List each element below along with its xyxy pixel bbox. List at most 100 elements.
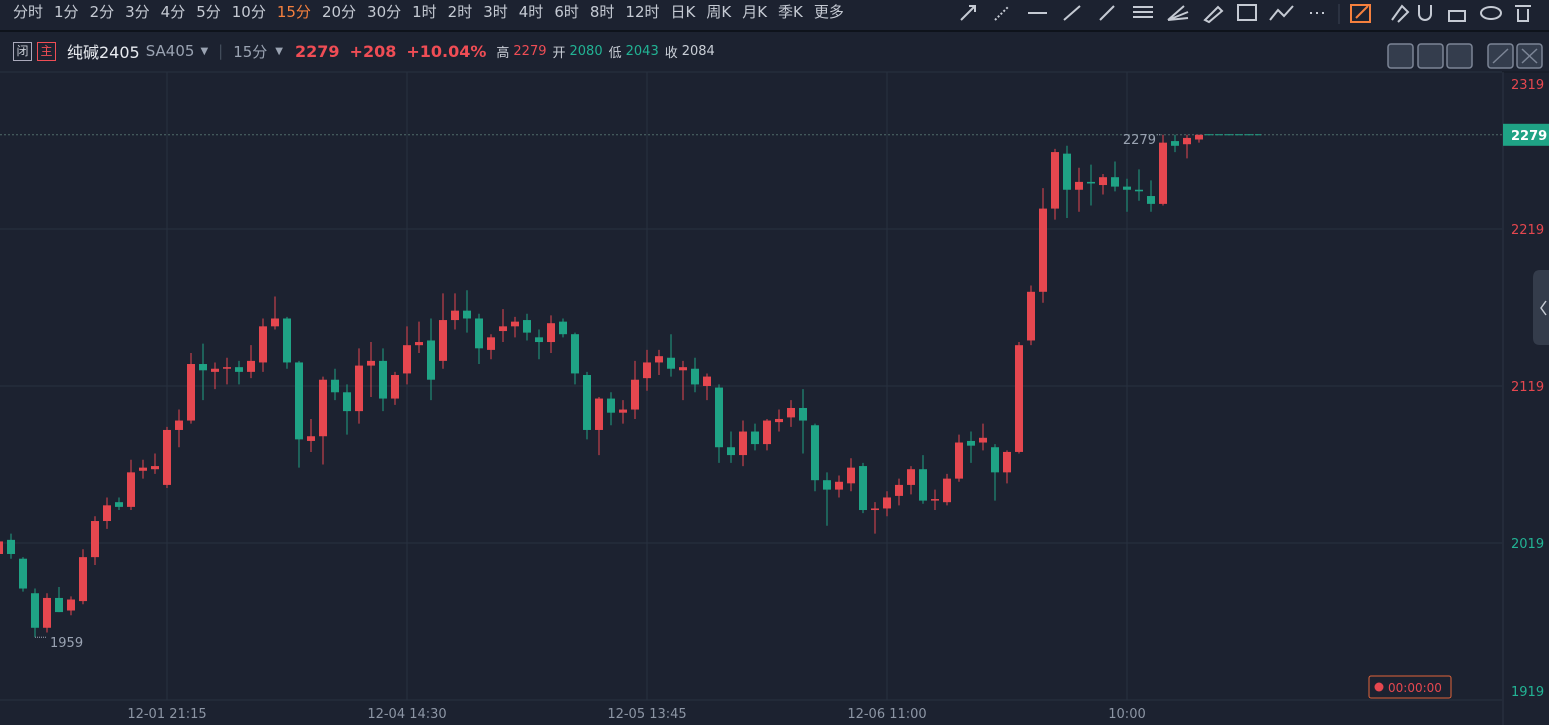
change-pct: +10.04% bbox=[406, 41, 487, 61]
candle-body bbox=[79, 557, 87, 602]
candle-body bbox=[283, 318, 291, 363]
candle-body bbox=[163, 429, 171, 485]
candle-body bbox=[1135, 189, 1143, 192]
symbol-name[interactable]: 纯碱2405 bbox=[67, 43, 140, 62]
period-button[interactable]: 分时 bbox=[13, 3, 44, 21]
symbol-header: 闭 主 纯碱2405 SA405 ▼ | 15分 ▼ 2279 +208 +10.… bbox=[13, 38, 715, 64]
candle-body bbox=[679, 367, 687, 371]
tool-icons bbox=[0, 4, 1549, 32]
candle-body bbox=[259, 326, 267, 363]
candle-body bbox=[223, 367, 231, 369]
period-button[interactable]: 8时 bbox=[589, 3, 615, 21]
y-tick-label: 2319 bbox=[1511, 78, 1544, 93]
change: +208 bbox=[349, 41, 397, 61]
candle-body bbox=[523, 320, 531, 333]
candle-body bbox=[715, 387, 723, 448]
period-button[interactable]: 4时 bbox=[518, 3, 544, 21]
candle-body bbox=[0, 541, 3, 554]
candle-body bbox=[295, 362, 303, 440]
candle-body bbox=[583, 375, 591, 430]
candle-body bbox=[451, 310, 459, 321]
period-button[interactable]: 4分 bbox=[160, 3, 186, 21]
candle-body bbox=[787, 407, 795, 418]
candle-body bbox=[1075, 181, 1083, 190]
candle-body bbox=[703, 376, 711, 386]
candle-body bbox=[91, 521, 99, 558]
candle-body bbox=[979, 437, 987, 443]
candle-body bbox=[751, 431, 759, 445]
candle-body bbox=[427, 340, 435, 380]
candle-body bbox=[379, 360, 387, 399]
candle-body bbox=[559, 321, 567, 335]
period-button[interactable]: 季K bbox=[778, 3, 803, 21]
candle-body bbox=[475, 318, 483, 349]
period-button[interactable]: 2时 bbox=[447, 3, 473, 21]
closed-badge: 闭 bbox=[13, 41, 32, 61]
period-button[interactable]: 2分 bbox=[89, 3, 115, 21]
period-button[interactable]: 1时 bbox=[412, 3, 437, 21]
candle-body bbox=[103, 505, 111, 522]
period-button[interactable]: 月K bbox=[742, 3, 768, 21]
candle-body bbox=[919, 469, 927, 501]
x-tick-label: 10:00 bbox=[1108, 707, 1145, 722]
candle-body bbox=[895, 484, 903, 496]
candle-body bbox=[1123, 186, 1131, 190]
main-badge: 主 bbox=[37, 41, 56, 61]
candle-body bbox=[1183, 137, 1191, 145]
candle-body bbox=[619, 409, 627, 413]
period-button[interactable]: 日K bbox=[670, 3, 696, 21]
period-button[interactable]: 1分 bbox=[54, 3, 79, 21]
last-price-box bbox=[1503, 123, 1549, 146]
candle-body bbox=[727, 447, 735, 456]
period-button[interactable]: 20分 bbox=[321, 3, 357, 21]
timer: 00:00:00 bbox=[1388, 681, 1442, 695]
candle-body bbox=[211, 368, 219, 372]
candle-body bbox=[835, 481, 843, 490]
candle-body bbox=[355, 365, 363, 412]
candle-body bbox=[247, 360, 255, 372]
y-tick-label: 2019 bbox=[1511, 537, 1544, 552]
period-toolbar: 分时 1分 2分 3分 4分 5分 10分 15分 20分 30分 1时 2时 3时 4时 6时 8时 12时日… bbox=[13, 0, 844, 24]
candle-body bbox=[1051, 152, 1059, 209]
candle-body bbox=[319, 379, 327, 437]
candle-body bbox=[1003, 451, 1011, 473]
candle-body bbox=[739, 431, 747, 456]
candle-body bbox=[187, 364, 195, 421]
period-button[interactable]: 6时 bbox=[554, 3, 579, 21]
open-label: 开 bbox=[552, 45, 566, 61]
candle-body bbox=[811, 425, 819, 481]
candle-body bbox=[655, 356, 663, 363]
period-button[interactable]: 3时 bbox=[483, 3, 508, 21]
symbol-code[interactable]: SA405 bbox=[145, 42, 195, 60]
candle-body bbox=[55, 597, 63, 613]
candle-body bbox=[1027, 291, 1035, 341]
x-tick-label: 12-06 11:00 bbox=[847, 707, 926, 722]
candle-body bbox=[67, 599, 75, 611]
period-button[interactable]: 30分 bbox=[367, 3, 402, 21]
candle-body bbox=[307, 436, 315, 441]
y-tick-label: 2119 bbox=[1511, 380, 1544, 395]
low-label: 低 bbox=[608, 45, 622, 61]
candle-body bbox=[667, 357, 675, 369]
candle-body bbox=[199, 364, 207, 371]
candle-body bbox=[1087, 181, 1095, 184]
period-button[interactable]: 15分 bbox=[276, 3, 311, 21]
candle-body bbox=[1159, 142, 1167, 204]
candle-body bbox=[139, 467, 147, 471]
candle-body bbox=[235, 367, 243, 372]
candle-body bbox=[571, 334, 579, 374]
period-button[interactable]: 12时 bbox=[625, 3, 660, 21]
period-button[interactable]: 10分 bbox=[231, 3, 266, 21]
period-button[interactable]: 3分 bbox=[125, 3, 150, 21]
candle-body bbox=[511, 321, 519, 327]
candle-body bbox=[799, 407, 807, 421]
period-button[interactable]: 更多 bbox=[813, 3, 844, 21]
period-button[interactable]: 5分 bbox=[196, 3, 221, 21]
candle-body bbox=[595, 398, 603, 430]
candle-body bbox=[415, 342, 423, 346]
period-button[interactable]: 周K bbox=[706, 3, 732, 21]
period[interactable]: 15分 bbox=[233, 42, 268, 61]
candle-body bbox=[907, 469, 915, 485]
low: 2043 bbox=[625, 43, 659, 59]
candle-body bbox=[1099, 177, 1107, 186]
